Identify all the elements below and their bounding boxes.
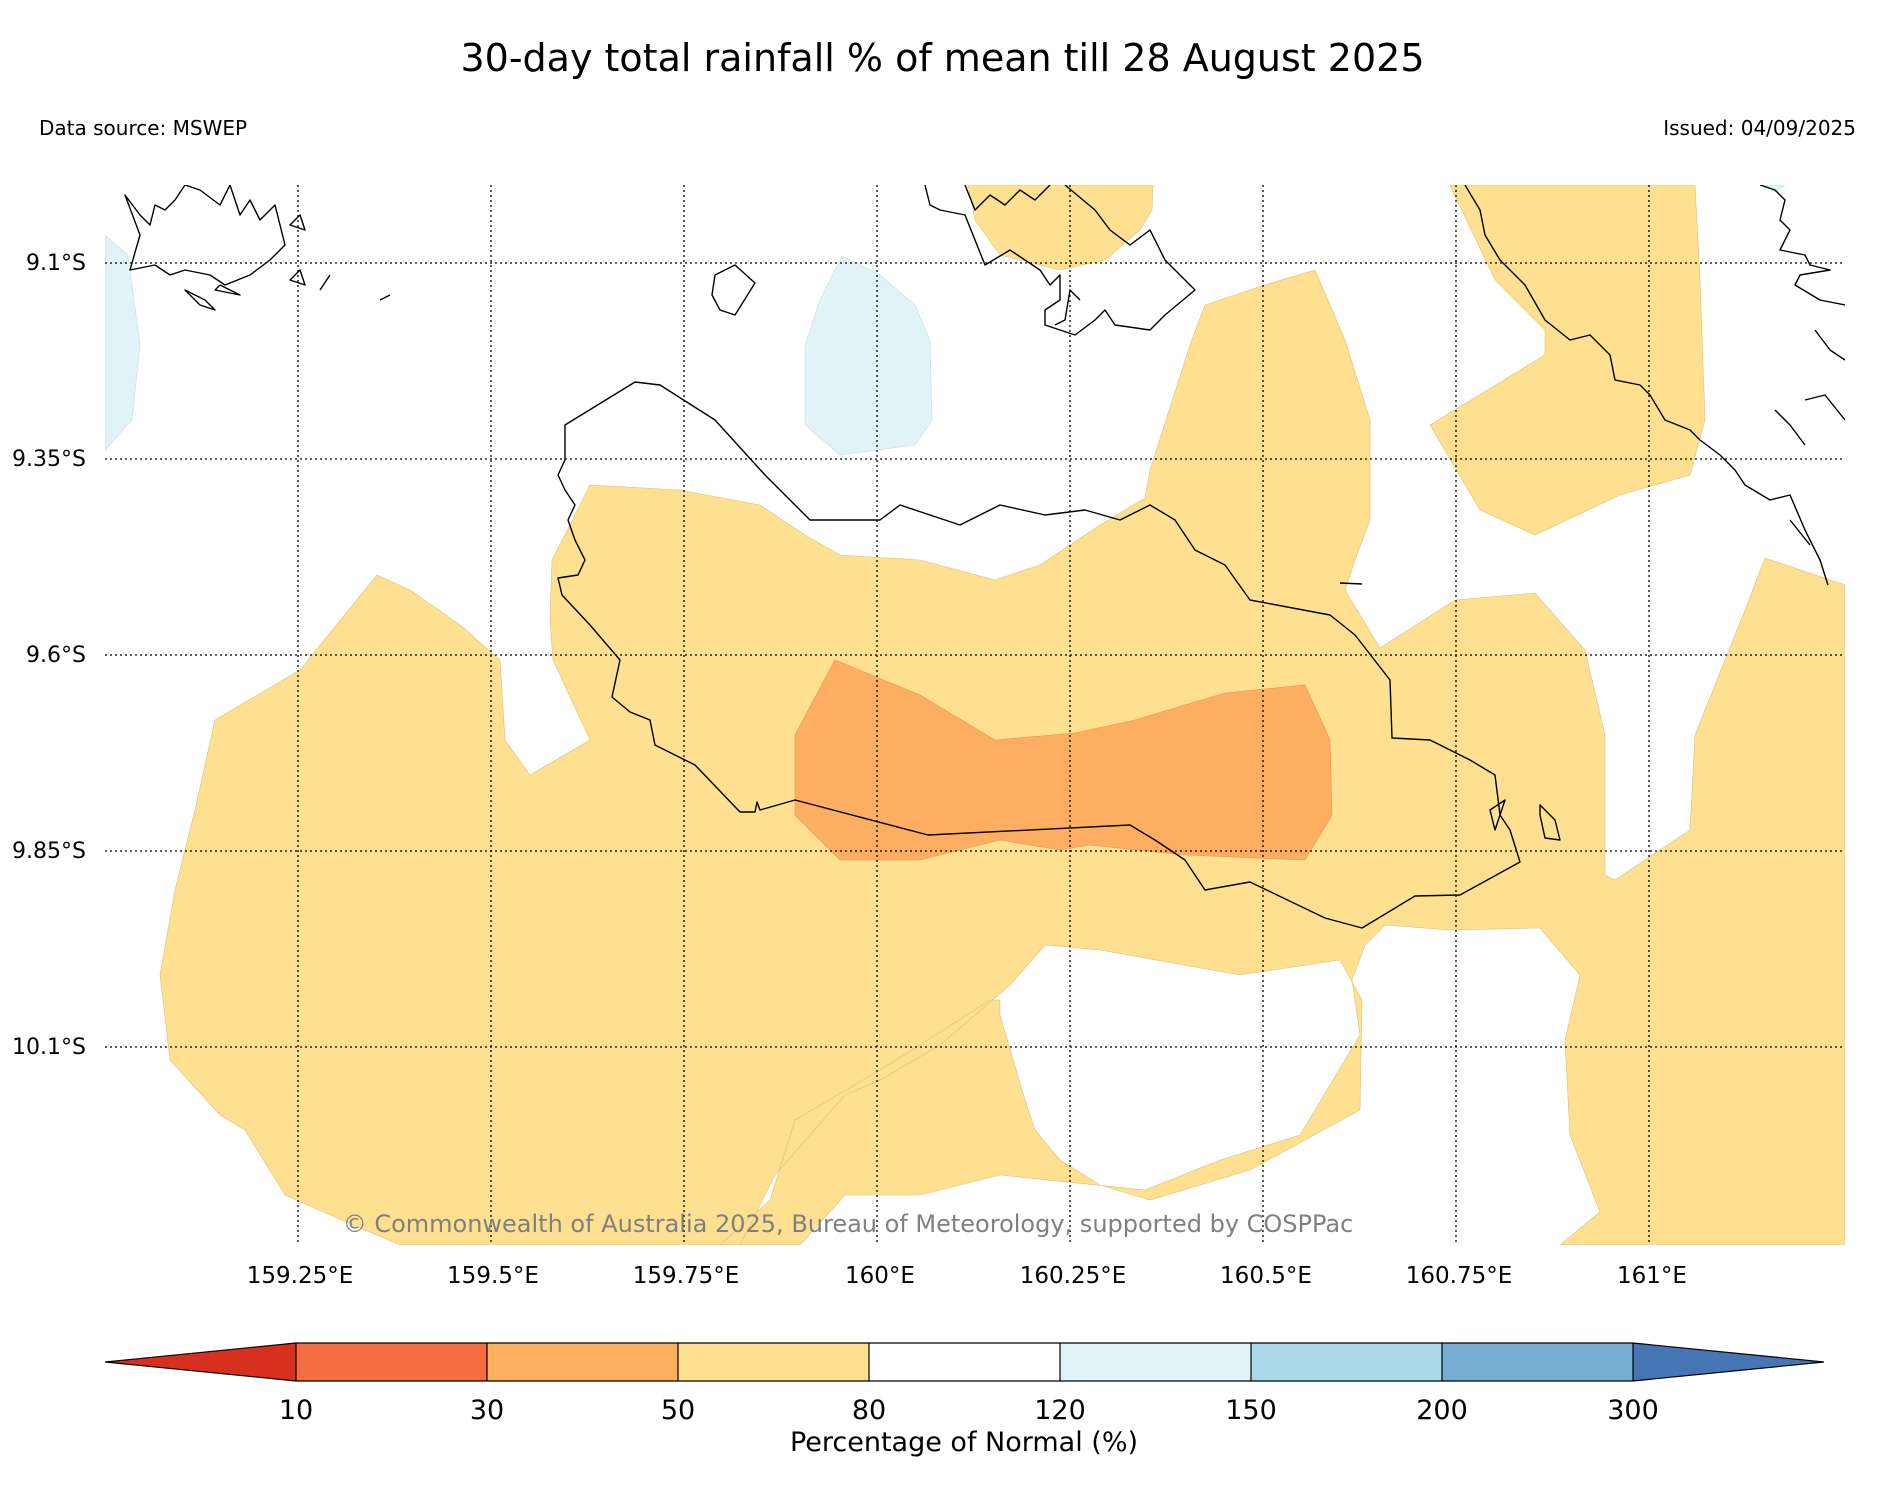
colorbar-segment: [1442, 1343, 1633, 1381]
rain-50-80-region-northeast: [1429, 185, 1706, 536]
rainfall-fill-layer: [105, 185, 1845, 1245]
colorbar-tick-label: 150: [1225, 1395, 1277, 1426]
colorbar-tick-label: 200: [1416, 1395, 1468, 1426]
rain-50-80-region-north: [967, 185, 1154, 271]
colorbar-segment: [869, 1343, 1060, 1381]
island-coastline-east-4: [1774, 409, 1811, 546]
colorbar-tick-label: 50: [661, 1395, 695, 1426]
island-coastline-east-3: [1804, 329, 1845, 421]
lon-label: 160.25°E: [1020, 1263, 1127, 1289]
lat-label: 10.1°S: [12, 1035, 86, 1060]
graticule: [105, 185, 1845, 1245]
island-coastline-nw-2: [184, 284, 241, 311]
colorbar-segment: [296, 1343, 487, 1381]
coastline-layer: [124, 185, 1845, 929]
island-coastline-north-3: [1054, 289, 1081, 326]
island-coastline-east: [1464, 185, 1829, 586]
island-coastline-north: [924, 185, 1196, 336]
colorbar-extend-high: [1633, 1343, 1824, 1381]
island-coastline-main: [557, 381, 1521, 929]
rain-120-150-region-center: [804, 255, 933, 456]
colorbar-segment: [1060, 1343, 1251, 1381]
island-coastline-nw-3: [289, 214, 391, 301]
island-coastline-small-1: [711, 264, 756, 316]
colorbar-tick-label: 120: [1034, 1395, 1086, 1426]
lon-label: 159.5°E: [447, 1263, 539, 1289]
colorbar-extend-low: [105, 1343, 296, 1381]
colorbar-tick-label: 300: [1607, 1395, 1659, 1426]
colorbar-tick-label: 30: [470, 1395, 504, 1426]
lon-label: 161°E: [1617, 1263, 1687, 1289]
colorbar-segment: [1251, 1343, 1442, 1381]
copyright-notice: © Commonwealth of Australia 2025, Bureau…: [343, 1210, 1354, 1238]
issued-date-label: Issued: 04/09/2025: [1663, 116, 1856, 140]
map-title: 30-day total rainfall % of mean till 28 …: [460, 36, 1425, 80]
lat-label: 9.85°S: [12, 839, 86, 864]
island-coastline-small-2: [1489, 799, 1561, 841]
colorbar-title: Percentage of Normal (%): [790, 1427, 1138, 1458]
reef-line: [1339, 582, 1363, 585]
lon-label: 159.75°E: [633, 1263, 740, 1289]
lat-label: 9.1°S: [26, 251, 86, 276]
lon-label: 160°E: [845, 1263, 915, 1289]
data-source-label: Data source: MSWEP: [39, 116, 248, 140]
colorbar-tick-label: 10: [279, 1395, 313, 1426]
lat-label: 9.35°S: [12, 447, 86, 472]
colorbar-segment: [678, 1343, 869, 1381]
lon-label: 160.75°E: [1406, 1263, 1513, 1289]
lon-label: 159.25°E: [247, 1263, 354, 1289]
island-coastline-nw: [124, 185, 286, 286]
colorbar-tick-label: 80: [852, 1395, 886, 1426]
colorbar-segment: [487, 1343, 678, 1381]
rain-30-50-region: [794, 659, 1333, 861]
rain-120-150-region-west: [105, 234, 141, 451]
island-coastline-north-2: [964, 185, 1051, 211]
lat-label: 9.6°S: [26, 643, 86, 668]
lon-label: 160.5°E: [1220, 1263, 1312, 1289]
colorbar: 10 30 50 80 120 150 200 300 Percentage o…: [104, 1342, 1825, 1458]
island-coastline-east-2: [1759, 185, 1845, 306]
